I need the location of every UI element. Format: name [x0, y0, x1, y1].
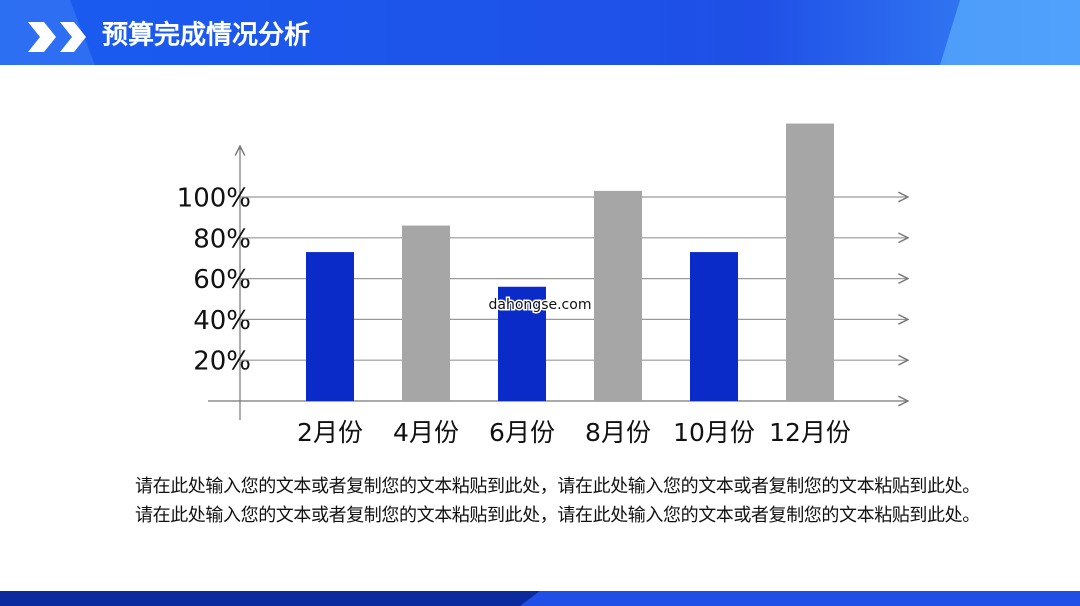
- bar: [498, 286, 546, 401]
- bar: [690, 252, 738, 401]
- watermark: dahongse.com: [489, 297, 592, 313]
- x-tick-label: 12月份: [769, 418, 851, 447]
- body-text: 请在此处输入您的文本或者复制您的文本粘贴到此处，请在此处输入您的文本或者复制您的…: [135, 476, 980, 497]
- x-tick-label: 4月份: [393, 418, 459, 447]
- y-tick-label: 60%: [193, 265, 251, 295]
- chevron: [60, 22, 86, 52]
- slide-title: 预算完成情况分析: [102, 20, 310, 51]
- bar: [306, 252, 354, 401]
- y-tick-label: 100%: [177, 184, 251, 214]
- x-tick-label: 6月份: [489, 418, 555, 447]
- y-tick-label: 40%: [193, 306, 251, 336]
- bar: [786, 123, 834, 401]
- body-text: 请在此处输入您的文本或者复制您的文本粘贴到此处，请在此处输入您的文本或者复制您的…: [135, 505, 980, 526]
- x-tick-label: 2月份: [297, 418, 363, 447]
- y-tick-label: 80%: [193, 224, 251, 254]
- chevron: [28, 22, 56, 52]
- footer-deco: [520, 591, 1080, 606]
- header-band: [0, 0, 1080, 65]
- x-tick-label: 10月份: [673, 418, 755, 447]
- y-tick-label: 20%: [193, 347, 251, 377]
- bar: [594, 190, 642, 401]
- bar: [402, 225, 450, 401]
- header-deco: [940, 0, 1080, 65]
- x-tick-label: 8月份: [585, 418, 651, 447]
